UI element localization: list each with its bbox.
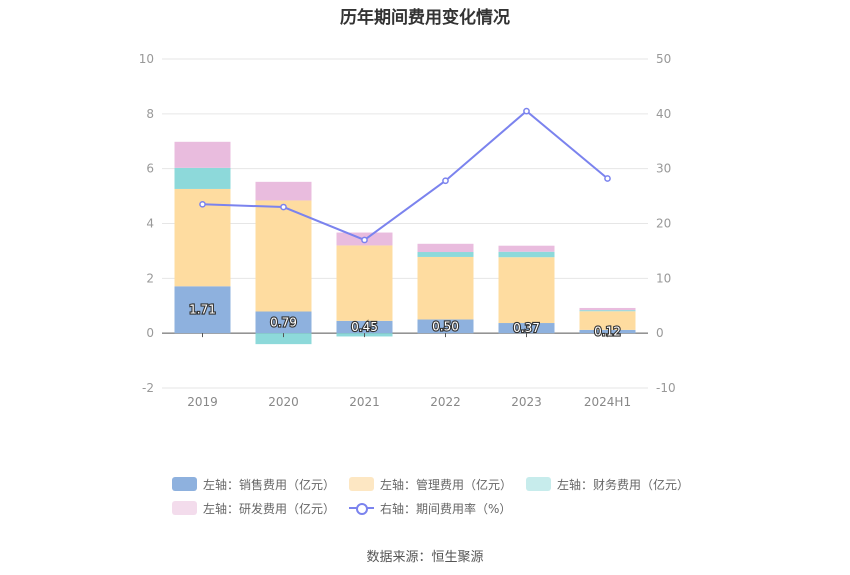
right-axis-tick-label: 10 bbox=[656, 271, 671, 285]
x-tick-label: 2022 bbox=[430, 395, 461, 409]
legend-label-expense-ratio: 右轴：期间费用率（%） bbox=[380, 501, 512, 516]
bar-segment bbox=[336, 320, 393, 334]
bar-segment bbox=[579, 329, 636, 334]
bar-data-label: 0.12 bbox=[594, 325, 621, 339]
right-axis-tick-label: 40 bbox=[656, 107, 671, 121]
bar-segment bbox=[579, 307, 636, 311]
expense-ratio-point bbox=[523, 107, 530, 115]
legend: 左轴：销售费用（亿元） 左轴：管理费用（亿元） 左轴：财务费用（亿元） 左轴：研… bbox=[172, 472, 732, 520]
left-axis-tick-label: 8 bbox=[146, 107, 154, 121]
source-note: 数据来源：恒生聚源 bbox=[366, 550, 484, 565]
x-tick-label: 2021 bbox=[349, 395, 380, 409]
legend-label-rnd: 左轴：研发费用（亿元） bbox=[203, 501, 336, 516]
bar-segment bbox=[174, 167, 231, 189]
left-axis-tick-label: 6 bbox=[146, 162, 154, 176]
bar-segment bbox=[336, 245, 393, 321]
bar-segment bbox=[498, 245, 555, 252]
legend-label-finance: 左轴：财务费用（亿元） bbox=[557, 477, 690, 492]
legend-label-admin: 左轴：管理费用（亿元） bbox=[380, 477, 513, 492]
legend-line-icon bbox=[349, 501, 375, 515]
expense-ratio-line bbox=[202, 109, 609, 242]
right-axis-tick-label: 50 bbox=[656, 52, 671, 66]
legend-item-finance[interactable]: 左轴：财务费用（亿元） bbox=[526, 476, 689, 493]
bar-segment bbox=[498, 257, 555, 324]
legend-item-sales[interactable]: 左轴：销售费用（亿元） bbox=[172, 476, 335, 493]
legend-swatch-finance bbox=[526, 477, 552, 491]
bar-segment bbox=[417, 252, 474, 257]
bar-segment bbox=[498, 251, 555, 258]
bar-segment bbox=[579, 311, 636, 330]
right-axis-tick-label: 30 bbox=[656, 162, 671, 176]
expense-ratio-point bbox=[442, 177, 449, 185]
bar-data-label: 0.50 bbox=[432, 319, 459, 333]
bar-segment bbox=[255, 333, 312, 345]
expense-ratio-point bbox=[361, 236, 368, 244]
right-axis-tick-label: -10 bbox=[656, 381, 676, 395]
left-axis-tick-label: 4 bbox=[146, 217, 154, 231]
bar-data-label: 0.79 bbox=[270, 315, 297, 329]
expense-ratio-point bbox=[604, 175, 611, 182]
chart-title: 历年期间费用变化情况 bbox=[340, 8, 510, 28]
expense-ratio-point bbox=[280, 203, 287, 211]
legend-item-expense-ratio[interactable]: 右轴：期间费用率（%） bbox=[349, 500, 511, 517]
bar-segment bbox=[255, 181, 312, 201]
bar-data-label: 0.37 bbox=[513, 321, 540, 335]
bar-data-label: 0.45 bbox=[351, 320, 378, 334]
bar-data-label: 1.71 bbox=[189, 303, 216, 317]
bar-segment bbox=[174, 286, 231, 334]
legend-item-rnd[interactable]: 左轴：研发费用（亿元） bbox=[172, 500, 335, 517]
left-axis-tick-label: 0 bbox=[146, 326, 154, 340]
left-axis-tick-label: -2 bbox=[142, 381, 154, 395]
x-tick-label: 2020 bbox=[268, 395, 299, 409]
x-tick-label: 2023 bbox=[511, 395, 542, 409]
left-axis-tick-label: 10 bbox=[139, 52, 154, 66]
legend-row-2: 左轴：研发费用（亿元） 右轴：期间费用率（%） bbox=[172, 496, 732, 520]
bar-segment bbox=[255, 200, 312, 312]
legend-label-sales: 左轴：销售费用（亿元） bbox=[203, 477, 336, 492]
bar-segment bbox=[255, 311, 312, 334]
x-tick-label: 2024H1 bbox=[584, 395, 631, 409]
bar-segment bbox=[417, 243, 474, 253]
bar-segment bbox=[417, 319, 474, 334]
right-axis-tick-label: 20 bbox=[656, 217, 671, 231]
bar-segment bbox=[174, 141, 231, 168]
legend-item-admin[interactable]: 左轴：管理费用（亿元） bbox=[349, 476, 512, 493]
bar-segment bbox=[579, 310, 636, 312]
bar-segment bbox=[498, 323, 555, 334]
legend-swatch-admin bbox=[349, 477, 375, 491]
left-axis-tick-label: 2 bbox=[146, 271, 154, 285]
expense-ratio-point bbox=[199, 200, 206, 208]
legend-swatch-rnd bbox=[172, 501, 197, 515]
legend-row-1: 左轴：销售费用（亿元） 左轴：管理费用（亿元） 左轴：财务费用（亿元） bbox=[172, 472, 732, 496]
legend-swatch-sales bbox=[172, 477, 197, 491]
x-tick-label: 2019 bbox=[187, 395, 218, 409]
bar-segment bbox=[417, 256, 474, 320]
right-axis-tick-label: 0 bbox=[656, 326, 664, 340]
